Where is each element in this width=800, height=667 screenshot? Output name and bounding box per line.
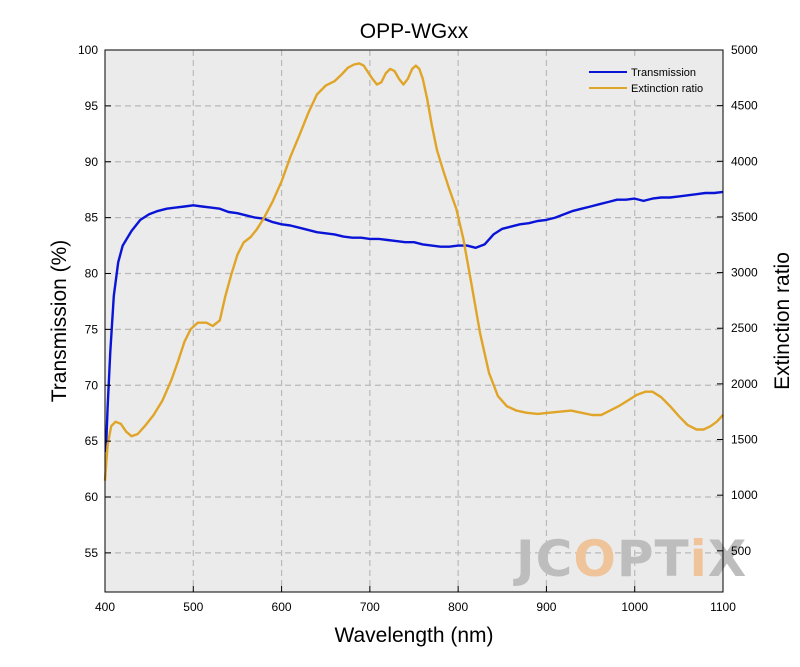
y2-tick-label: 1000	[731, 488, 758, 502]
legend-label-transmission: Transmission	[631, 67, 696, 79]
x-tick-label: 700	[360, 600, 380, 614]
y-tick-label: 95	[85, 99, 99, 113]
y2-tick-label: 3500	[731, 210, 758, 224]
y-tick-label: 60	[85, 490, 99, 504]
x-axis-title: Wavelength (nm)	[334, 624, 493, 647]
y-axis-left: 55 60 65 70 75 80 85 90 95 100	[78, 43, 111, 560]
chart-title: OPP-WGxx	[360, 20, 469, 43]
y-tick-label: 90	[85, 155, 99, 169]
y2-tick-label: 2500	[731, 321, 758, 335]
y-tick-label: 75	[85, 322, 99, 336]
watermark-logo: JCOPTiX	[513, 530, 747, 588]
x-tick-label: 1100	[710, 600, 736, 614]
watermark-part-2: O	[573, 530, 617, 588]
x-tick-label: 600	[272, 600, 292, 614]
y2-axis-title: Extinction ratio	[771, 252, 794, 390]
y-axis-title: Transmission (%)	[48, 240, 71, 403]
plot-area	[105, 50, 723, 592]
watermark-part-3: PT	[617, 530, 690, 588]
x-axis: 400 500 600 700 800 900 1000 1100	[95, 586, 736, 614]
watermark-part-4: i	[690, 530, 708, 588]
legend-box	[584, 60, 718, 98]
y-tick-label: 85	[85, 211, 99, 225]
x-tick-label: 400	[95, 600, 115, 614]
y2-tick-label: 1500	[731, 433, 758, 447]
y2-tick-label: 2000	[731, 377, 758, 391]
series-lines	[103, 62, 724, 481]
y2-tick-label: 4500	[731, 99, 758, 113]
x-tick-label: 500	[183, 600, 203, 614]
y-tick-label: 80	[85, 267, 99, 281]
y-tick-label: 65	[85, 434, 99, 448]
plot-frame	[104, 49, 724, 593]
watermark-part-5: X	[708, 530, 748, 588]
y2-tick-label: 3000	[731, 266, 758, 280]
x-tick-label: 800	[448, 600, 468, 614]
x-tick-label: 900	[536, 600, 556, 614]
series-line-extinction-ratio	[103, 62, 724, 481]
watermark-part-1: JC	[513, 530, 573, 588]
y2-tick-label: 500	[731, 544, 751, 558]
y-axis-right: 500 1000 1500 2000 2500 3000 3500 4000 4500 5000	[717, 43, 758, 558]
y2-tick-label: 4000	[731, 154, 758, 168]
x-tick-label: 1000	[621, 600, 648, 614]
y-tick-label: 70	[85, 378, 99, 392]
y-gridlines	[105, 105, 723, 554]
y2-tick-label: 5000	[731, 43, 758, 57]
y-tick-label: 100	[78, 43, 98, 57]
series-line-transmission	[104, 190, 724, 453]
legend-label-extinction-ratio: Extinction ratio	[631, 83, 703, 95]
x-gridlines	[192, 50, 636, 592]
legend: Transmission Extinction ratio	[584, 60, 718, 98]
y-tick-label: 55	[85, 546, 99, 560]
